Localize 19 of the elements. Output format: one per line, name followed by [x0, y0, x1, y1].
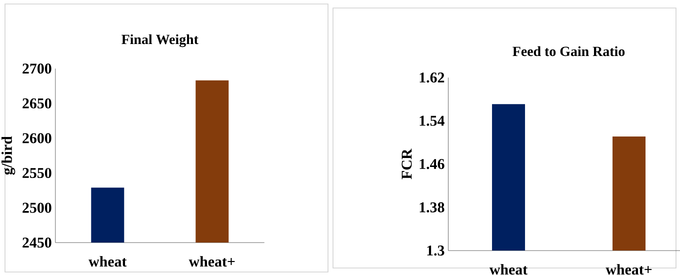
- y-tick-label: 2650: [22, 98, 52, 108]
- y-tick-label: 2500: [22, 202, 52, 213]
- x-tick-label: wheat+: [606, 264, 652, 275]
- chart-title: Feed to Gain Ratio: [512, 46, 625, 56]
- x-tick-label: wheat: [489, 264, 528, 275]
- chart-title: Final Weight: [122, 34, 198, 48]
- y-axis-title: FCR: [402, 148, 412, 180]
- y-axis-title: g/bird: [1, 136, 16, 175]
- y-tick-label: 1.46: [420, 159, 444, 170]
- x-tick-label: wheat+: [188, 256, 235, 267]
- y-tick-label: 2550: [22, 168, 52, 178]
- y-tick-label: 1.54: [420, 116, 444, 126]
- x-tick-label: wheat: [88, 256, 127, 267]
- y-tick-label: 2450: [22, 238, 52, 248]
- y-tick-label: 1.62: [420, 72, 444, 83]
- y-tick-label: 1.3: [427, 246, 444, 256]
- y-tick-label: 2600: [22, 133, 52, 144]
- y-tick-label: 1.38: [420, 202, 444, 212]
- y-tick-label: 2700: [22, 64, 52, 74]
